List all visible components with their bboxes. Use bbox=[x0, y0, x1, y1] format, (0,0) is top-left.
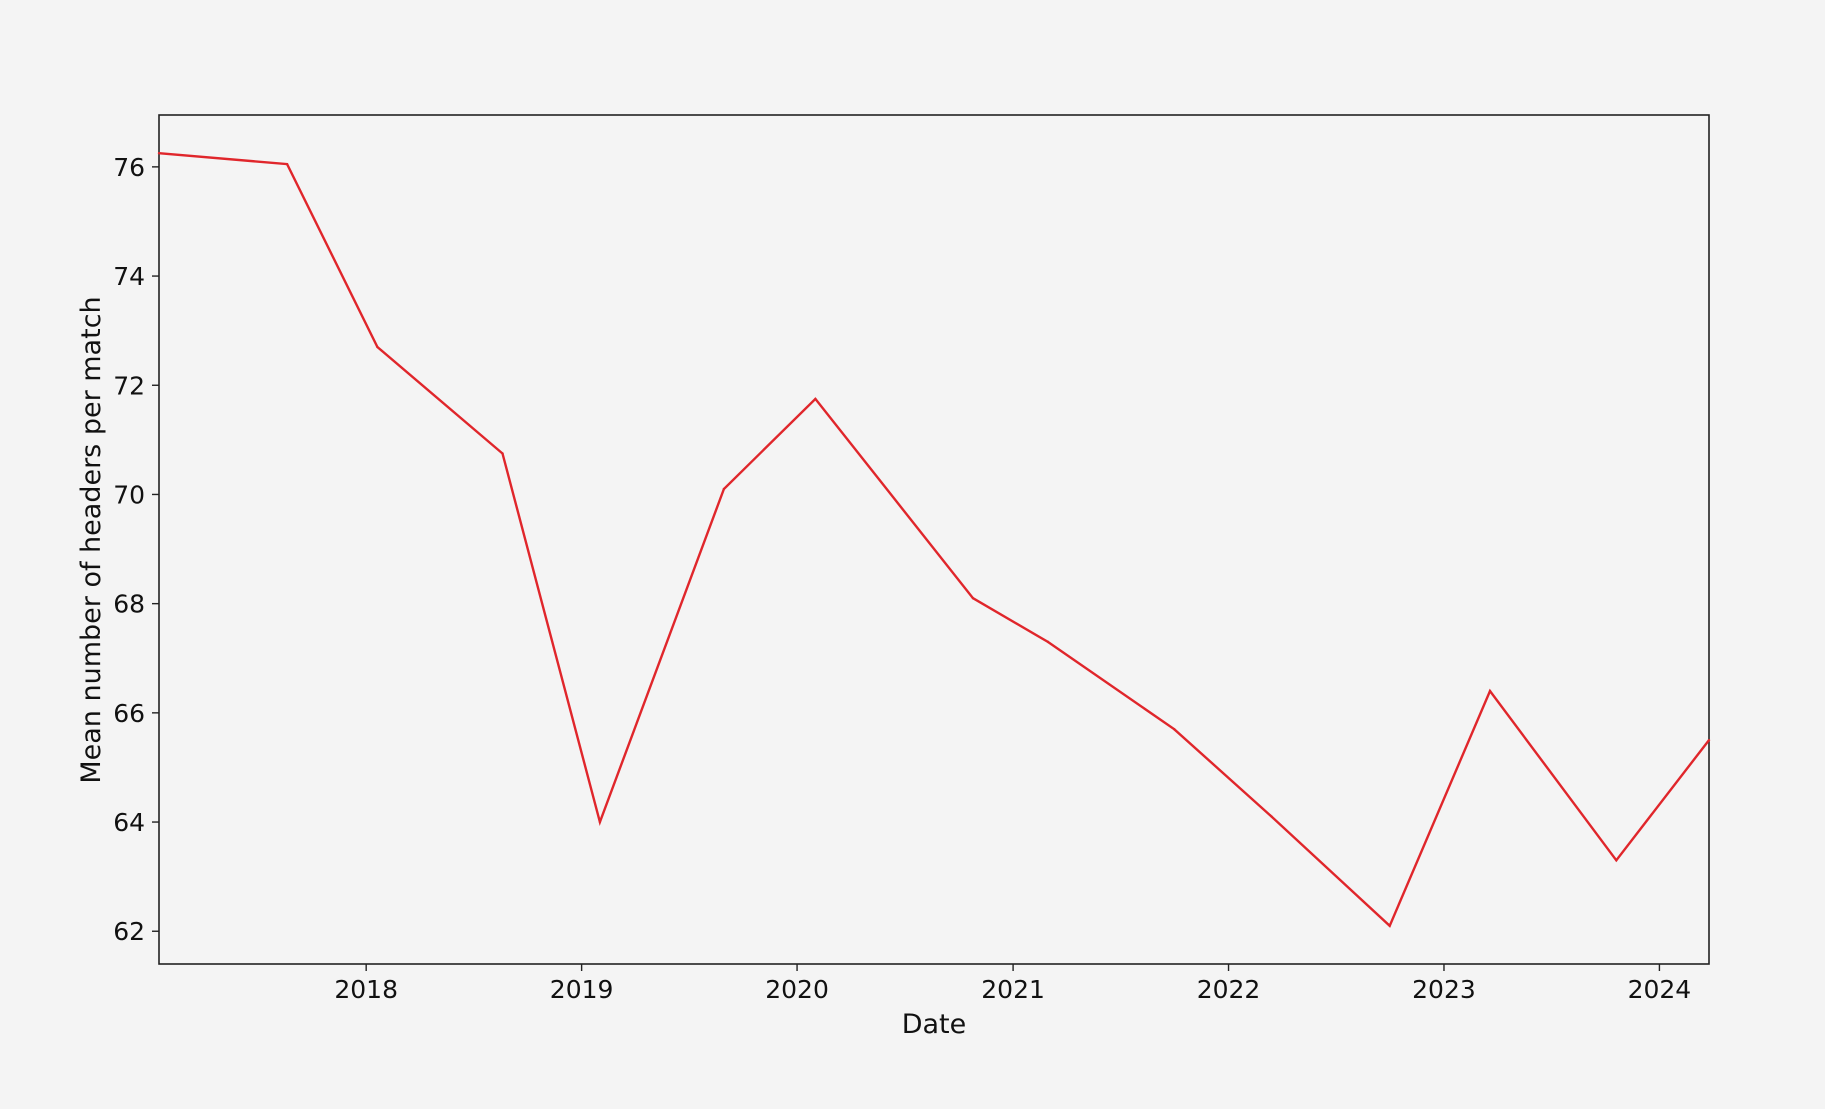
data-point bbox=[598, 820, 602, 824]
x-tick-label: 2024 bbox=[1628, 975, 1692, 1004]
x-tick-label: 2021 bbox=[981, 975, 1045, 1004]
data-point bbox=[1707, 738, 1711, 742]
data-point bbox=[1615, 859, 1618, 862]
data-point bbox=[501, 452, 504, 455]
data-point bbox=[157, 152, 161, 155]
y-tick-label: 66 bbox=[113, 699, 145, 728]
series-layer bbox=[157, 152, 1711, 928]
y-tick-label: 64 bbox=[113, 808, 145, 837]
data-point bbox=[376, 345, 379, 349]
data-point bbox=[1173, 728, 1176, 731]
y-tick-label: 62 bbox=[113, 917, 145, 946]
y-tick-label: 74 bbox=[113, 262, 145, 291]
x-tick-label: 2022 bbox=[1197, 975, 1261, 1004]
data-point bbox=[971, 596, 975, 600]
y-axis: 62 64 66 68 70 72 74 76 bbox=[113, 153, 159, 946]
y-tick-label: 76 bbox=[113, 153, 145, 182]
x-tick-label: 2019 bbox=[550, 975, 614, 1004]
x-axis: 2018 2019 2020 2021 2022 2023 2024 bbox=[334, 964, 1691, 1004]
x-tick-label: 2020 bbox=[765, 975, 829, 1004]
x-tick-label: 2023 bbox=[1412, 975, 1476, 1004]
data-point bbox=[1046, 640, 1050, 644]
y-axis-label: Mean number of headers per match bbox=[76, 296, 107, 783]
x-tick-label: 2018 bbox=[334, 975, 398, 1004]
y-tick-label: 70 bbox=[113, 480, 145, 509]
data-point bbox=[1270, 815, 1273, 818]
data-point bbox=[285, 162, 289, 166]
data-point bbox=[814, 397, 817, 401]
x-axis-label: Date bbox=[902, 1009, 967, 1040]
plot-area bbox=[158, 114, 1710, 965]
data-point bbox=[1488, 689, 1492, 693]
y-tick-label: 68 bbox=[113, 590, 145, 619]
y-tick-label: 72 bbox=[113, 371, 145, 400]
data-point bbox=[1388, 924, 1391, 927]
data-point bbox=[722, 487, 726, 491]
